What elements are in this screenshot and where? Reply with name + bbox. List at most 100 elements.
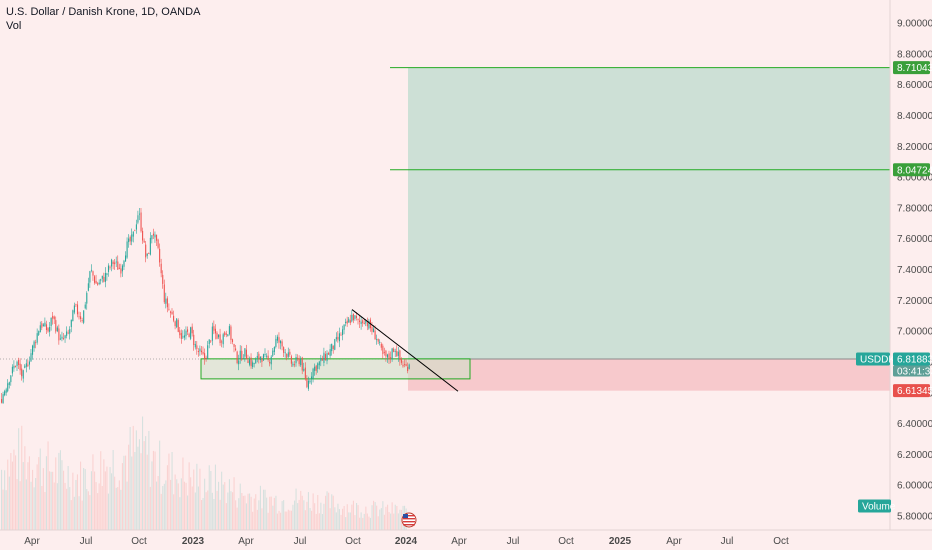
symbol-badge[interactable]: USDDKK [856, 352, 902, 366]
candle-body [86, 292, 88, 304]
candle-body [266, 355, 268, 357]
volume-bar [218, 481, 220, 530]
candle-body [30, 353, 32, 362]
candle-body [342, 329, 344, 335]
volume-bar [100, 451, 102, 530]
volume-bar [258, 500, 260, 530]
volume-bar [245, 503, 247, 530]
candle-body [55, 320, 57, 332]
candle-body [276, 336, 278, 341]
volume-indicator-label[interactable]: Vol [6, 20, 22, 32]
candle-body [360, 321, 362, 324]
candle-body [324, 354, 327, 360]
candle-body [259, 356, 261, 360]
price-tick-label: 7.80000 [897, 203, 932, 214]
volume-bar [321, 514, 323, 530]
candle-body [135, 224, 137, 230]
candle-body [393, 348, 395, 352]
volume-bar [312, 493, 314, 530]
candles-layer [1, 208, 410, 404]
volume-bar [24, 446, 26, 530]
candle-body [349, 320, 351, 323]
volume-bar [391, 502, 393, 530]
countdown-badge[interactable]: 03:41:33 [893, 365, 932, 378]
volume-bar [86, 489, 88, 530]
volume-bar [182, 457, 184, 530]
candle-body [261, 358, 263, 362]
candle-body [269, 362, 271, 364]
volume-bar [239, 483, 241, 530]
candle-body [173, 315, 175, 321]
last-price-badge-text: 6.81883 [897, 355, 932, 366]
volume-bar [94, 471, 96, 530]
time-tick-label: Apr [24, 536, 40, 547]
candle-body [362, 320, 364, 324]
candle-body [379, 341, 381, 343]
candle-body [61, 336, 63, 339]
candle-body [235, 348, 237, 351]
volume-bar [363, 513, 365, 530]
candle-body [298, 358, 300, 365]
candle-body [115, 261, 117, 263]
target-1-badge[interactable]: 8.04724 [893, 163, 932, 177]
candle-body [142, 230, 144, 241]
last-price-badge[interactable]: 6.81883 [893, 352, 932, 366]
volume-bar [173, 494, 175, 530]
volume-bar [387, 504, 389, 530]
time-tick-label: 2023 [182, 536, 205, 547]
volume-badge[interactable]: Volume [858, 499, 896, 513]
price-tick-label: 8.80000 [897, 49, 932, 60]
candle-body [157, 239, 159, 248]
candle-body [382, 345, 384, 355]
volume-bar [238, 498, 240, 530]
candle-body [187, 329, 189, 332]
volume-bar [97, 493, 99, 530]
candle-body [345, 321, 347, 323]
symbol-badge-text: USDDKK [860, 355, 902, 366]
volume-bar [383, 514, 385, 530]
candle-body [214, 328, 216, 334]
flag-canton [403, 514, 408, 518]
volume-bar [111, 473, 113, 530]
volume-bar [283, 500, 285, 530]
price-tick-label: 8.20000 [897, 142, 932, 153]
volume-bar [303, 500, 305, 530]
volume-bar [343, 506, 345, 530]
price-tick-label: 6.40000 [897, 419, 932, 430]
volume-bar [2, 489, 4, 530]
stop-badge[interactable]: 6.61345 [893, 384, 932, 398]
volume-bar [232, 492, 234, 530]
candle-body [179, 330, 181, 336]
volume-bar [199, 468, 201, 530]
candle-body [239, 350, 241, 360]
volume-bar [214, 464, 216, 530]
candle-body [374, 330, 376, 340]
candle-body [152, 233, 154, 236]
price-tick-label: 5.80000 [897, 512, 932, 523]
volume-bar [242, 495, 244, 530]
volume-bar [357, 505, 359, 530]
trendline[interactable] [351, 309, 459, 392]
time-tick-label: Apr [451, 536, 467, 547]
candle-body [10, 375, 12, 383]
candle-body [380, 343, 382, 348]
volume-bar [22, 462, 24, 530]
volume-bar [227, 492, 229, 530]
volume-bar [32, 469, 34, 530]
candle-body [94, 276, 96, 283]
candle-body [76, 304, 79, 315]
volume-bar [134, 452, 136, 530]
volume-bar [56, 483, 58, 530]
candle-body [309, 380, 311, 383]
target-2-badge[interactable]: 8.71043 [893, 61, 932, 75]
volume-bar [219, 499, 221, 530]
candle-body [72, 310, 74, 322]
price-tick-label: 9.00000 [897, 19, 932, 30]
volume-bar [284, 511, 286, 530]
volume-bar [221, 471, 223, 530]
candle-body [264, 354, 266, 355]
candle-body [53, 316, 55, 320]
candle-body [58, 328, 60, 341]
candle-body [131, 234, 133, 242]
